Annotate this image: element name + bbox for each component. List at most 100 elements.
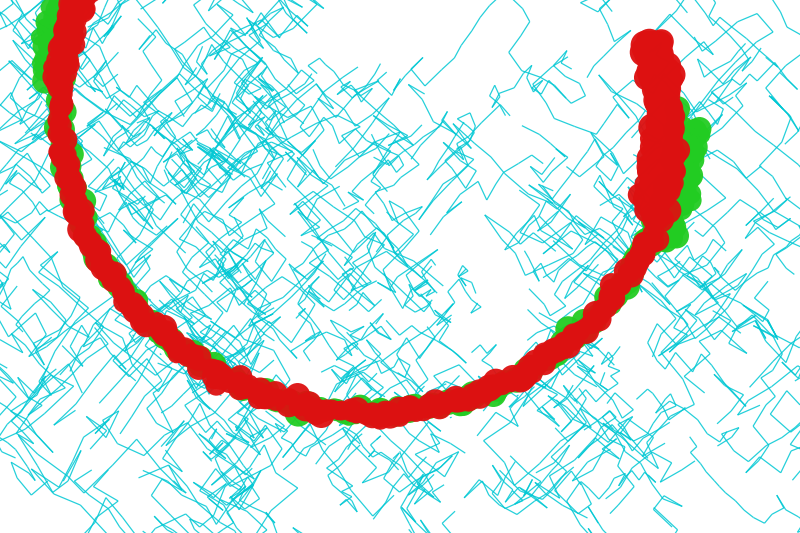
Point xyxy=(610,287,623,296)
Point xyxy=(303,399,316,407)
Point xyxy=(658,97,670,106)
Point xyxy=(95,247,108,255)
Point xyxy=(105,272,118,280)
Point xyxy=(60,40,73,49)
Point xyxy=(648,56,661,64)
Point xyxy=(650,50,663,58)
Point xyxy=(686,156,699,164)
Point xyxy=(252,394,265,403)
Point xyxy=(208,360,221,368)
Point xyxy=(664,136,677,144)
Point xyxy=(651,65,664,74)
Point xyxy=(52,64,65,72)
Point xyxy=(646,172,659,180)
Point xyxy=(442,398,454,406)
Point xyxy=(674,157,687,165)
Point xyxy=(643,191,656,200)
Point xyxy=(644,134,657,143)
Point xyxy=(646,50,659,59)
Point xyxy=(645,59,658,67)
Point xyxy=(645,240,658,249)
Point xyxy=(646,194,659,203)
Point xyxy=(660,183,673,192)
Point xyxy=(466,395,479,404)
Point xyxy=(232,378,245,386)
Point xyxy=(59,174,72,182)
Point xyxy=(658,98,670,106)
Point xyxy=(286,398,299,407)
Point xyxy=(298,406,310,415)
Point xyxy=(669,135,682,143)
Point xyxy=(76,6,89,14)
Point xyxy=(641,205,654,214)
Point xyxy=(430,400,442,409)
Point xyxy=(237,383,250,391)
Point xyxy=(403,404,416,413)
Point xyxy=(658,106,671,114)
Point xyxy=(54,66,66,74)
Point xyxy=(59,140,72,148)
Point xyxy=(653,155,666,163)
Point xyxy=(643,163,656,171)
Point xyxy=(658,95,671,104)
Point xyxy=(118,297,130,306)
Point xyxy=(70,0,82,5)
Point xyxy=(688,143,701,151)
Point xyxy=(38,77,51,85)
Point xyxy=(664,187,677,196)
Point xyxy=(567,334,580,342)
Point xyxy=(650,166,663,175)
Point xyxy=(66,10,78,18)
Point xyxy=(653,212,666,221)
Point xyxy=(669,203,682,212)
Point xyxy=(434,405,447,413)
Point xyxy=(662,108,674,116)
Point xyxy=(46,13,58,21)
Point xyxy=(71,208,84,217)
Point xyxy=(591,309,604,318)
Point xyxy=(335,406,348,415)
Point xyxy=(51,55,64,64)
Point xyxy=(690,126,702,135)
Point xyxy=(63,17,76,26)
Point xyxy=(65,175,78,183)
Point xyxy=(647,143,660,151)
Point xyxy=(490,377,502,386)
Point xyxy=(276,395,289,404)
Point xyxy=(682,159,694,167)
Point xyxy=(649,56,662,65)
Point xyxy=(650,168,663,176)
Point xyxy=(651,119,664,127)
Point xyxy=(649,221,662,229)
Point xyxy=(39,23,52,31)
Point xyxy=(76,212,89,220)
Point xyxy=(518,366,531,374)
Point xyxy=(649,214,662,223)
Point xyxy=(379,409,392,418)
Point xyxy=(652,205,665,214)
Point xyxy=(63,181,76,189)
Point xyxy=(348,409,361,417)
Point xyxy=(662,145,675,154)
Point xyxy=(658,203,670,211)
Point xyxy=(558,345,570,354)
Point xyxy=(54,104,66,112)
Point xyxy=(606,292,618,301)
Point xyxy=(54,116,66,125)
Point xyxy=(652,63,665,72)
Point xyxy=(659,195,672,203)
Point xyxy=(660,221,673,229)
Point xyxy=(593,315,606,324)
Point xyxy=(424,401,437,409)
Point xyxy=(538,352,551,361)
Point xyxy=(250,384,263,393)
Point xyxy=(54,132,66,140)
Point xyxy=(642,62,655,71)
Point xyxy=(130,296,143,305)
Point xyxy=(506,376,519,385)
Point xyxy=(587,317,600,325)
Point xyxy=(194,355,206,364)
Point xyxy=(70,207,82,216)
Point xyxy=(410,408,422,417)
Point xyxy=(598,302,610,311)
